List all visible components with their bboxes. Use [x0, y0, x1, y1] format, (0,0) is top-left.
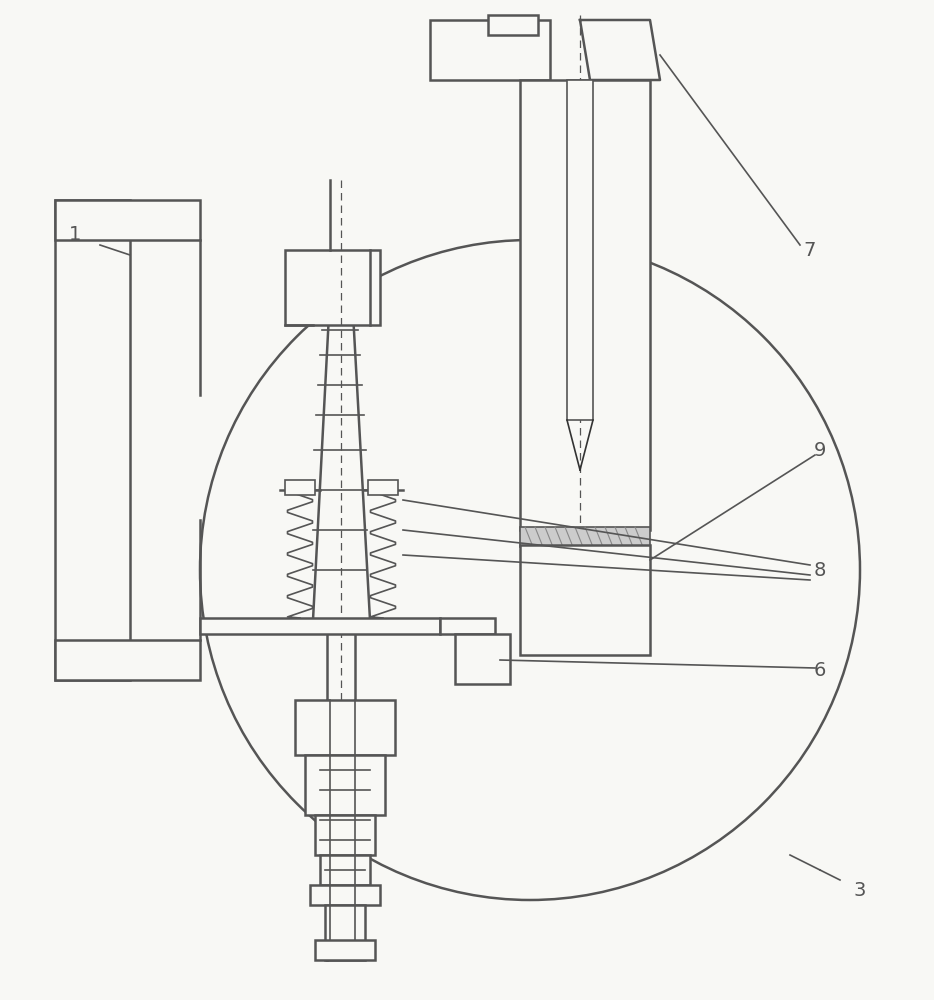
Bar [455, 634, 510, 684]
Bar [315, 940, 375, 960]
Bar [430, 20, 550, 80]
Bar [295, 700, 395, 755]
Text: 1: 1 [69, 226, 81, 244]
Text: 8: 8 [814, 560, 827, 580]
Bar [55, 640, 200, 680]
Text: 6: 6 [814, 660, 827, 680]
Bar [305, 755, 385, 815]
Text: 7: 7 [804, 240, 816, 259]
Bar [520, 545, 650, 655]
Bar [320, 855, 370, 885]
Bar [520, 527, 650, 547]
Bar [488, 15, 538, 35]
Bar [285, 480, 315, 495]
Bar [200, 618, 440, 634]
Bar [520, 80, 650, 530]
Bar [567, 80, 593, 420]
Bar [55, 200, 130, 680]
Bar [285, 250, 380, 325]
Bar [325, 905, 365, 960]
Bar [315, 815, 375, 855]
Polygon shape [580, 20, 660, 80]
Bar [310, 885, 380, 905]
Text: 3: 3 [854, 880, 866, 900]
Text: 9: 9 [814, 440, 827, 460]
Bar [55, 200, 200, 240]
Bar [440, 618, 495, 634]
Bar [368, 480, 398, 495]
